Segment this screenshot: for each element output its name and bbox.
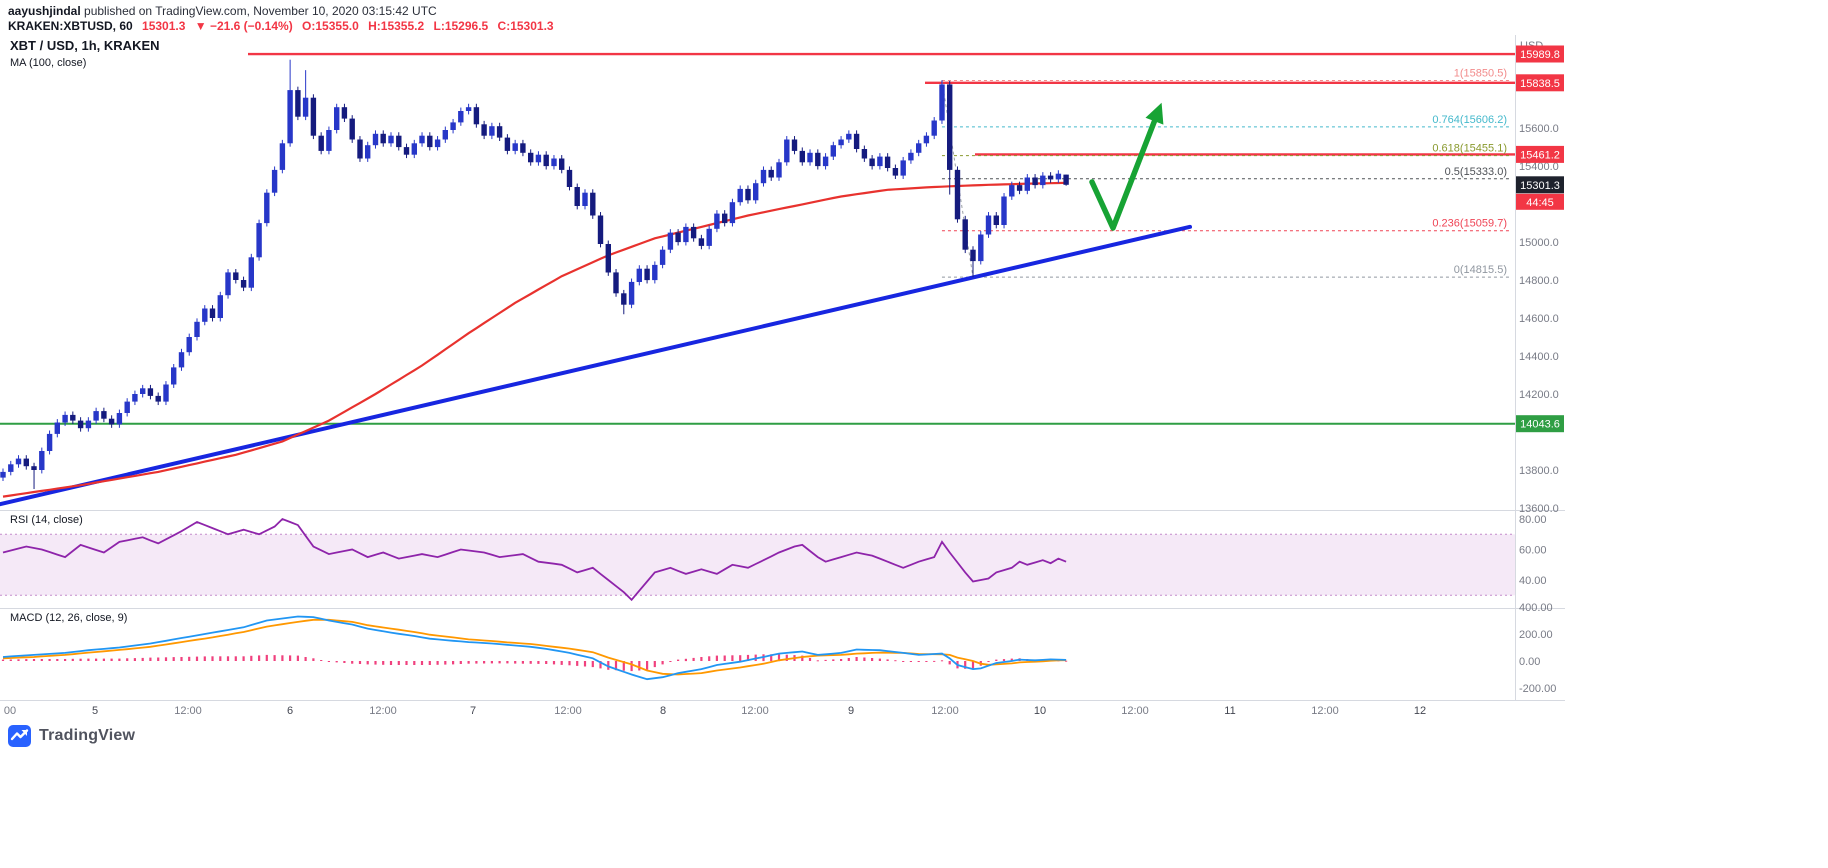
fib-retracement[interactable]: 1(15850.5) 0.764(15606.2) 0.618(15455.1) 0.… xyxy=(941,67,1510,278)
svg-text:0.5(15333.0): 0.5(15333.0) xyxy=(1445,166,1507,178)
svg-text:0.00: 0.00 xyxy=(1519,656,1540,668)
author-name: aayushjindal xyxy=(8,4,81,18)
publish-info: aayushjindal published on TradingView.co… xyxy=(8,4,437,18)
ohlc-high: H:15355.2 xyxy=(368,19,425,33)
pane-separators xyxy=(0,35,1565,701)
chart-legend-symbol[interactable]: XBT / USD, 1h, KRAKEN xyxy=(10,38,160,53)
price-change: ▼ −21.6 (−0.14%) xyxy=(194,19,293,33)
svg-text:15989.8: 15989.8 xyxy=(1520,49,1560,61)
svg-text:15461.2: 15461.2 xyxy=(1520,149,1560,161)
svg-text:12:00: 12:00 xyxy=(1121,705,1149,717)
svg-text:14800.0: 14800.0 xyxy=(1519,275,1559,287)
ma-100-line[interactable] xyxy=(2,181,1067,498)
svg-text:-200.00: -200.00 xyxy=(1519,683,1556,695)
svg-text:0(14815.5): 0(14815.5) xyxy=(1454,264,1507,276)
svg-text:12:00: 12:00 xyxy=(554,705,582,717)
price-axis: USD15600.015400.015000.014800.014600.014… xyxy=(1519,40,1559,695)
logo-arrowhead xyxy=(21,730,27,736)
svg-text:0.236(15059.7): 0.236(15059.7) xyxy=(1432,218,1507,230)
svg-text:6: 6 xyxy=(287,705,293,717)
svg-text:0.618(15455.1): 0.618(15455.1) xyxy=(1432,143,1507,155)
ohlc-open: O:15355.0 xyxy=(302,19,359,33)
macd-pane[interactable] xyxy=(1,615,1068,681)
svg-text:8: 8 xyxy=(660,705,666,717)
trendline[interactable] xyxy=(0,224,1192,507)
svg-text:12:00: 12:00 xyxy=(174,705,202,717)
svg-text:14200.0: 14200.0 xyxy=(1519,389,1559,401)
svg-text:12:00: 12:00 xyxy=(1311,705,1339,717)
chart-canvas[interactable]: 1(15850.5) 0.764(15606.2) 0.618(15455.1) 0.… xyxy=(0,0,1565,755)
rsi-pane[interactable] xyxy=(0,517,1515,602)
svg-text:12: 12 xyxy=(1414,705,1426,717)
macd-legend[interactable]: MACD (12, 26, close, 9) xyxy=(10,612,128,624)
ohlc-low: L:15296.5 xyxy=(433,19,489,33)
svg-text:15000.0: 15000.0 xyxy=(1519,237,1559,249)
footer: TradingView xyxy=(8,724,135,748)
svg-text:44:45: 44:45 xyxy=(1526,197,1554,209)
tradingview-wordmark[interactable]: TradingView xyxy=(39,727,136,744)
svg-text:15301.3: 15301.3 xyxy=(1520,180,1560,192)
logo-chart-line xyxy=(10,729,29,741)
svg-text:12:00: 12:00 xyxy=(369,705,397,717)
svg-text:40.00: 40.00 xyxy=(1519,575,1547,587)
green-arrow-annotation[interactable] xyxy=(1089,102,1164,231)
time-axis: 00 5 12:00 6 12:00 7 12:00 8 12:00 9 12:00 10 12:00 1… xyxy=(4,705,1426,717)
last-price: 15301.3 xyxy=(142,19,186,33)
symbol-name[interactable]: KRAKEN:XBTUSD, 60 xyxy=(8,19,133,33)
svg-text:80.00: 80.00 xyxy=(1519,514,1547,526)
price-badges: 15989.8 15838.5 15461.2 15301.3 14043.6 44:45 xyxy=(1516,45,1564,433)
svg-text:0.764(15606.2): 0.764(15606.2) xyxy=(1432,114,1507,126)
svg-text:15838.5: 15838.5 xyxy=(1520,78,1560,90)
svg-text:400.00: 400.00 xyxy=(1519,602,1553,614)
svg-text:14400.0: 14400.0 xyxy=(1519,351,1559,363)
svg-text:5: 5 xyxy=(92,705,98,717)
svg-text:00: 00 xyxy=(4,705,16,717)
tradingview-logo-icon[interactable] xyxy=(8,724,32,748)
rsi-legend[interactable]: RSI (14, close) xyxy=(10,514,83,526)
svg-text:13600.0: 13600.0 xyxy=(1519,503,1559,515)
horizontal-levels[interactable] xyxy=(0,52,1515,425)
svg-text:11: 11 xyxy=(1224,705,1235,717)
svg-text:12:00: 12:00 xyxy=(741,705,769,717)
candlestick-series[interactable] xyxy=(0,59,1069,490)
svg-text:10: 10 xyxy=(1034,705,1046,717)
ohlc-close: C:15301.3 xyxy=(497,19,554,33)
publish-text: published on TradingView.com, November 1… xyxy=(80,4,437,18)
svg-text:200.00: 200.00 xyxy=(1519,629,1553,641)
svg-text:60.00: 60.00 xyxy=(1519,545,1547,557)
svg-text:7: 7 xyxy=(470,705,476,717)
svg-text:14600.0: 14600.0 xyxy=(1519,313,1559,325)
svg-text:14043.6: 14043.6 xyxy=(1520,419,1560,431)
svg-text:1(15850.5): 1(15850.5) xyxy=(1454,67,1507,79)
chart-legend-ma[interactable]: MA (100, close) xyxy=(10,57,87,69)
svg-text:13800.0: 13800.0 xyxy=(1519,465,1559,477)
svg-text:15600.0: 15600.0 xyxy=(1519,123,1559,135)
symbol-info-bar: KRAKEN:XBTUSD, 60 15301.3 ▼ −21.6 (−0.14… xyxy=(8,19,560,33)
svg-text:9: 9 xyxy=(848,705,854,717)
svg-text:12:00: 12:00 xyxy=(931,705,959,717)
svg-text:15400.0: 15400.0 xyxy=(1519,161,1559,173)
